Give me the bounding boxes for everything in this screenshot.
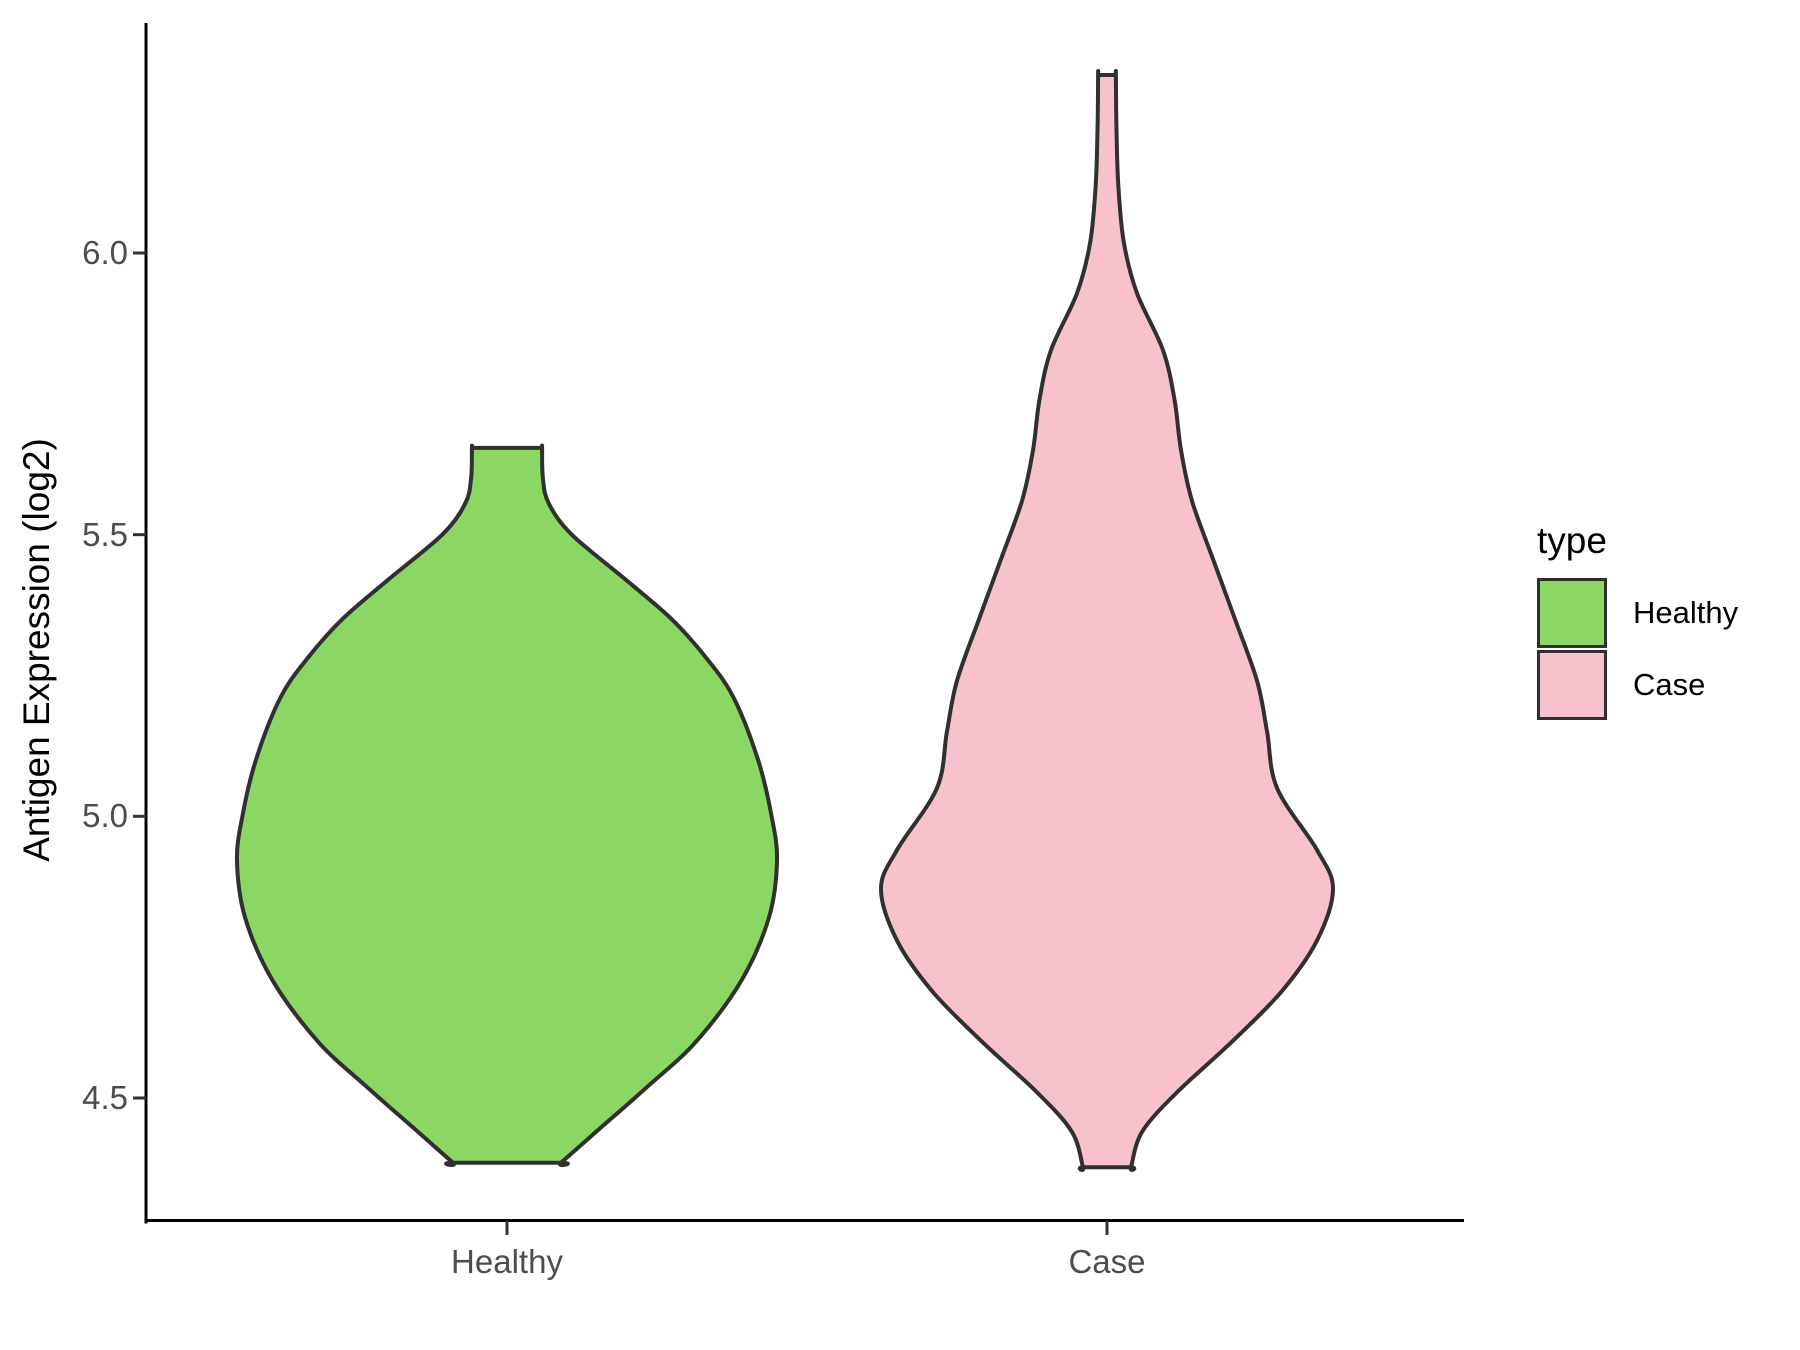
legend-label-healthy: Healthy — [1633, 595, 1739, 630]
legend-swatch-case — [1537, 650, 1607, 720]
y-tick-label: 6.0 — [82, 234, 128, 271]
y-tick-label: 5.5 — [82, 515, 128, 553]
y-tick-label: 5.0 — [82, 797, 128, 835]
legend-entry-healthy: Healthy — [1537, 578, 1738, 648]
violin-case — [879, 69, 1335, 1172]
violin-healthy — [234, 443, 780, 1168]
x-axis-label-case: Case — [1068, 1243, 1146, 1280]
legend: type Healthy Case — [1537, 520, 1738, 722]
legend-title: type — [1537, 520, 1607, 561]
legend-entry-case: Case — [1537, 650, 1738, 720]
y-tick-label: 4.5 — [82, 1078, 128, 1116]
legend-label-case: Case — [1633, 667, 1706, 702]
x-axis-label-healthy: Healthy — [451, 1243, 563, 1280]
legend-swatch-healthy — [1537, 578, 1607, 648]
